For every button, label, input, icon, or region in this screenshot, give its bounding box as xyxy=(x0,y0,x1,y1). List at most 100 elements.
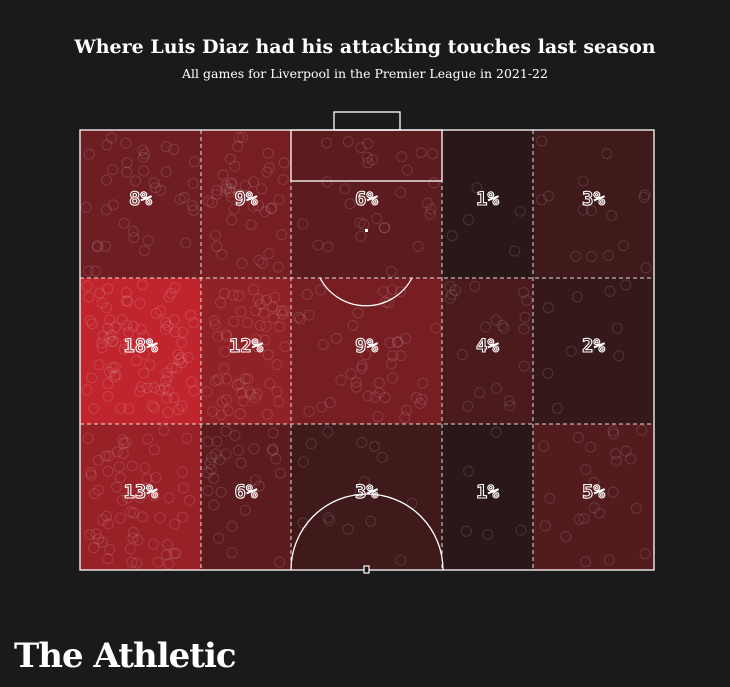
touch-marker xyxy=(379,392,391,403)
touch-marker xyxy=(97,330,109,342)
touch-marker xyxy=(518,360,530,372)
touch-marker xyxy=(373,387,385,399)
touch-marker xyxy=(102,391,114,402)
touch-marker xyxy=(134,492,146,503)
heatmap-cell xyxy=(291,424,442,570)
touch-marker xyxy=(504,400,516,412)
touch-marker xyxy=(229,430,241,441)
centre-spot xyxy=(363,565,370,574)
touch-marker xyxy=(378,222,390,234)
touch-marker xyxy=(159,382,170,394)
touch-marker xyxy=(169,326,181,338)
touch-marker xyxy=(544,492,556,504)
touch-marker xyxy=(113,461,125,473)
touch-marker xyxy=(227,289,239,301)
touch-marker xyxy=(160,166,172,178)
touch-marker xyxy=(138,151,150,163)
touch-marker xyxy=(84,529,96,540)
touch-marker xyxy=(83,148,95,160)
touch-marker xyxy=(118,343,130,355)
touch-marker xyxy=(102,283,114,295)
touch-marker xyxy=(275,305,287,317)
touch-marker xyxy=(155,184,167,196)
touch-marker xyxy=(138,330,150,342)
touch-marker xyxy=(117,447,129,459)
touch-marker xyxy=(262,147,274,159)
touch-marker xyxy=(201,386,213,398)
touch-marker xyxy=(239,180,251,192)
cell-percentage-label: 3% xyxy=(582,188,605,210)
goal xyxy=(333,111,401,131)
touch-marker xyxy=(640,262,652,274)
touch-marker xyxy=(572,431,584,443)
touch-marker xyxy=(123,326,135,338)
touch-marker xyxy=(324,514,336,526)
heatmap-cell xyxy=(533,424,654,570)
touch-marker xyxy=(580,556,591,568)
touch-marker xyxy=(177,511,189,523)
touch-marker xyxy=(620,279,632,291)
touch-marker xyxy=(228,342,240,354)
touch-marker xyxy=(250,305,262,316)
touch-marker xyxy=(263,162,275,174)
touch-marker xyxy=(221,373,233,385)
touch-marker xyxy=(344,198,356,210)
touch-marker xyxy=(601,148,613,160)
heatmap-cell xyxy=(533,278,654,424)
touch-marker xyxy=(137,144,149,156)
touch-marker xyxy=(278,305,290,317)
touch-marker xyxy=(611,322,623,334)
touch-marker xyxy=(392,336,404,348)
touch-marker xyxy=(96,297,108,309)
touch-marker xyxy=(543,190,555,202)
touch-marker xyxy=(101,174,112,186)
touch-marker xyxy=(262,349,274,361)
touch-marker xyxy=(166,362,178,374)
touch-marker xyxy=(588,484,599,496)
touch-marker xyxy=(233,131,245,143)
touch-marker xyxy=(138,348,150,360)
touch-marker xyxy=(114,512,126,524)
touch-marker xyxy=(217,169,229,181)
touch-marker xyxy=(104,366,115,378)
touch-marker xyxy=(277,174,289,185)
touch-marker xyxy=(163,291,175,303)
touch-marker xyxy=(362,138,374,150)
touch-marker xyxy=(131,557,143,569)
touch-marker xyxy=(162,384,174,396)
touch-marker xyxy=(259,206,271,218)
touch-marker xyxy=(498,322,510,334)
touch-marker xyxy=(93,533,105,545)
touch-marker xyxy=(94,287,106,299)
heatmap-cell xyxy=(80,424,201,570)
touch-marker xyxy=(578,513,590,525)
touch-marker xyxy=(490,426,502,438)
touch-marker xyxy=(154,512,166,524)
touch-marker xyxy=(602,250,614,262)
touch-marker xyxy=(172,348,184,360)
touch-marker xyxy=(208,315,220,327)
touch-marker xyxy=(92,241,104,253)
touch-marker xyxy=(244,386,256,398)
touch-marker xyxy=(518,287,530,298)
touch-marker xyxy=(362,157,374,169)
touch-marker xyxy=(410,391,422,403)
touch-marker xyxy=(491,383,502,394)
touch-marker xyxy=(88,542,100,554)
touch-marker xyxy=(175,352,187,364)
touch-marker xyxy=(120,287,132,299)
touch-marker xyxy=(127,532,139,544)
touch-marker xyxy=(102,378,114,390)
touch-marker xyxy=(224,186,236,198)
touch-marker xyxy=(185,309,197,321)
touch-marker xyxy=(107,335,119,347)
touch-marker xyxy=(101,510,112,522)
touch-marker xyxy=(272,261,284,273)
touch-marker xyxy=(521,295,533,306)
touch-marker xyxy=(267,427,279,439)
touch-marker xyxy=(202,436,214,448)
cell-percentage-label: 2% xyxy=(582,335,605,357)
touch-marker xyxy=(102,465,114,477)
touch-marker xyxy=(104,544,116,555)
touch-marker xyxy=(248,176,260,188)
